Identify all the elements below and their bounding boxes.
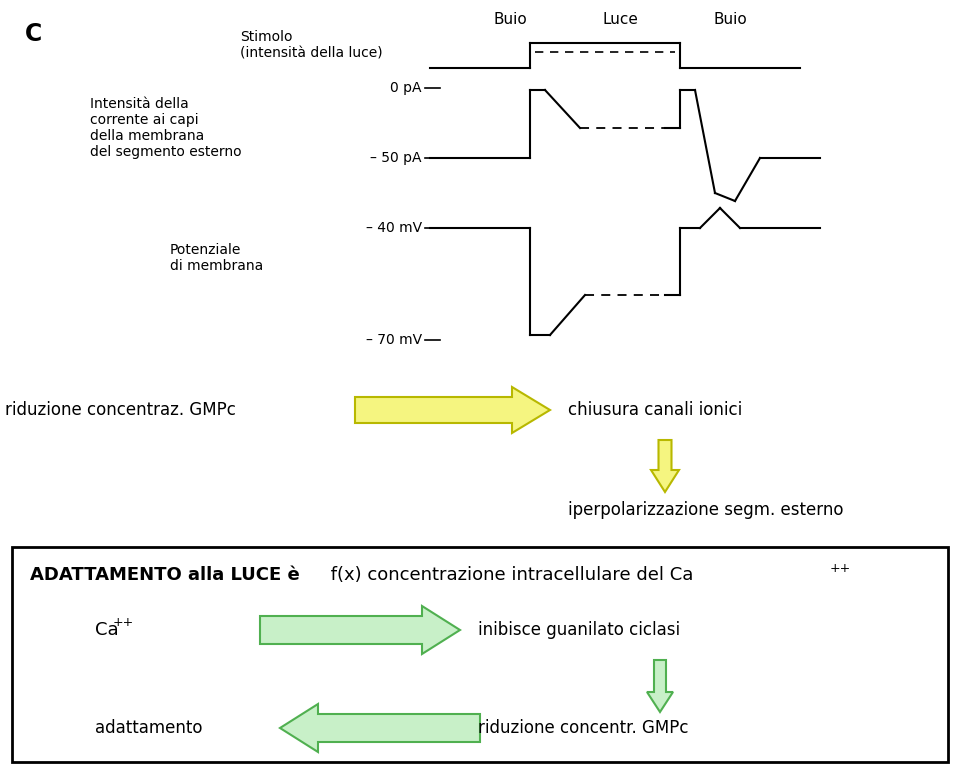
Text: Buio: Buio [493, 12, 527, 27]
Text: Stimolo
(intensità della luce): Stimolo (intensità della luce) [240, 30, 383, 60]
FancyArrow shape [260, 606, 460, 654]
Text: – 50 pA: – 50 pA [371, 151, 422, 165]
Text: ++: ++ [830, 561, 852, 574]
Text: chiusura canali ionici: chiusura canali ionici [568, 401, 742, 419]
Text: – 70 mV: – 70 mV [366, 333, 422, 347]
FancyArrow shape [355, 387, 550, 433]
Text: ADATTAMENTO alla LUCE è: ADATTAMENTO alla LUCE è [30, 566, 300, 584]
Text: Intensità della
corrente ai capi
della membrana
del segmento esterno: Intensità della corrente ai capi della m… [90, 96, 242, 159]
Text: 0 pA: 0 pA [391, 81, 422, 95]
Text: Potenziale
di membrana: Potenziale di membrana [170, 243, 263, 273]
Text: iperpolarizzazione segm. esterno: iperpolarizzazione segm. esterno [568, 501, 844, 519]
FancyBboxPatch shape [12, 547, 948, 762]
Text: riduzione concentr. GMPc: riduzione concentr. GMPc [478, 719, 688, 737]
Text: – 40 mV: – 40 mV [366, 221, 422, 235]
Text: adattamento: adattamento [95, 719, 203, 737]
Text: f(x) concentrazione intracellulare del Ca: f(x) concentrazione intracellulare del C… [325, 566, 693, 584]
Text: ++: ++ [113, 617, 134, 629]
Text: Luce: Luce [602, 12, 638, 27]
Text: Ca: Ca [95, 621, 119, 639]
FancyArrow shape [280, 704, 480, 752]
Text: riduzione concentraz. GMPc: riduzione concentraz. GMPc [5, 401, 236, 419]
Text: C: C [25, 22, 42, 46]
FancyArrow shape [647, 660, 673, 712]
Text: inibisce guanilato ciclasi: inibisce guanilato ciclasi [478, 621, 680, 639]
Text: Buio: Buio [713, 12, 747, 27]
FancyArrow shape [651, 440, 679, 492]
